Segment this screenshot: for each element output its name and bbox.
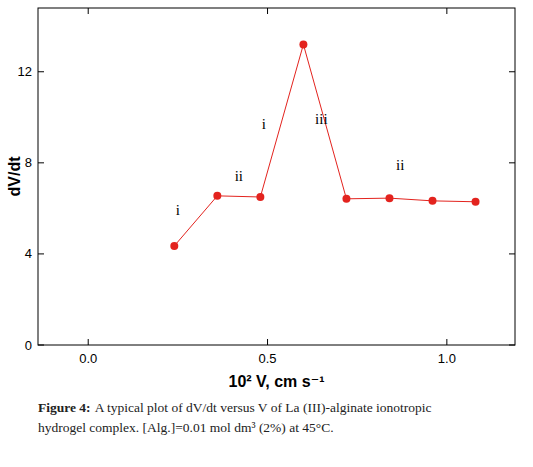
y-tick-label: 0	[25, 338, 32, 353]
x-tick-label: 1.0	[438, 351, 456, 366]
plot-frame	[38, 8, 515, 345]
data-point	[299, 40, 307, 48]
data-group	[170, 40, 479, 250]
caption-line: hydrogel complex. [Alg.]=0.01 mol dm³ (2…	[38, 420, 334, 435]
y-tick-right	[509, 345, 515, 346]
x-tick	[88, 339, 89, 345]
data-point	[256, 193, 264, 201]
annotation: ii	[235, 168, 243, 184]
y-tick	[38, 345, 44, 346]
chart: 0.00.51.004812dV/dt10² V, cm s⁻¹iiiiiiii…	[0, 0, 533, 467]
y-tick-label: 12	[18, 64, 32, 79]
x-tick	[267, 339, 268, 345]
y-tick	[38, 253, 44, 254]
x-tick-label: 0.0	[79, 351, 97, 366]
data-point	[385, 194, 393, 202]
annotation: iii	[315, 111, 328, 127]
x-tick	[446, 339, 447, 345]
x-axis-label: 10² V, cm s⁻¹	[229, 373, 325, 390]
caption-line: A typical plot of dV/dt versus V of La (…	[95, 400, 432, 415]
y-tick-right	[509, 71, 515, 72]
annotation: i	[176, 202, 180, 218]
y-tick-right	[509, 253, 515, 254]
data-point	[429, 197, 437, 205]
data-line	[174, 44, 475, 246]
data-point	[472, 198, 480, 206]
data-point	[342, 195, 350, 203]
y-tick	[38, 71, 44, 72]
x-tick-top	[267, 8, 268, 14]
caption-label: Figure 4:	[38, 400, 91, 415]
annotation: ii	[396, 157, 404, 173]
x-tick-top	[446, 8, 447, 14]
y-tick-label: 8	[25, 155, 32, 170]
y-tick-label: 4	[25, 246, 32, 261]
y-axis-label: dV/dt	[6, 156, 23, 197]
y-tick	[38, 162, 44, 163]
annotation: i	[262, 116, 266, 132]
data-point	[170, 242, 178, 250]
x-tick-label: 0.5	[258, 351, 276, 366]
x-tick-top	[88, 8, 89, 14]
data-point	[213, 192, 221, 200]
y-tick-right	[509, 162, 515, 163]
